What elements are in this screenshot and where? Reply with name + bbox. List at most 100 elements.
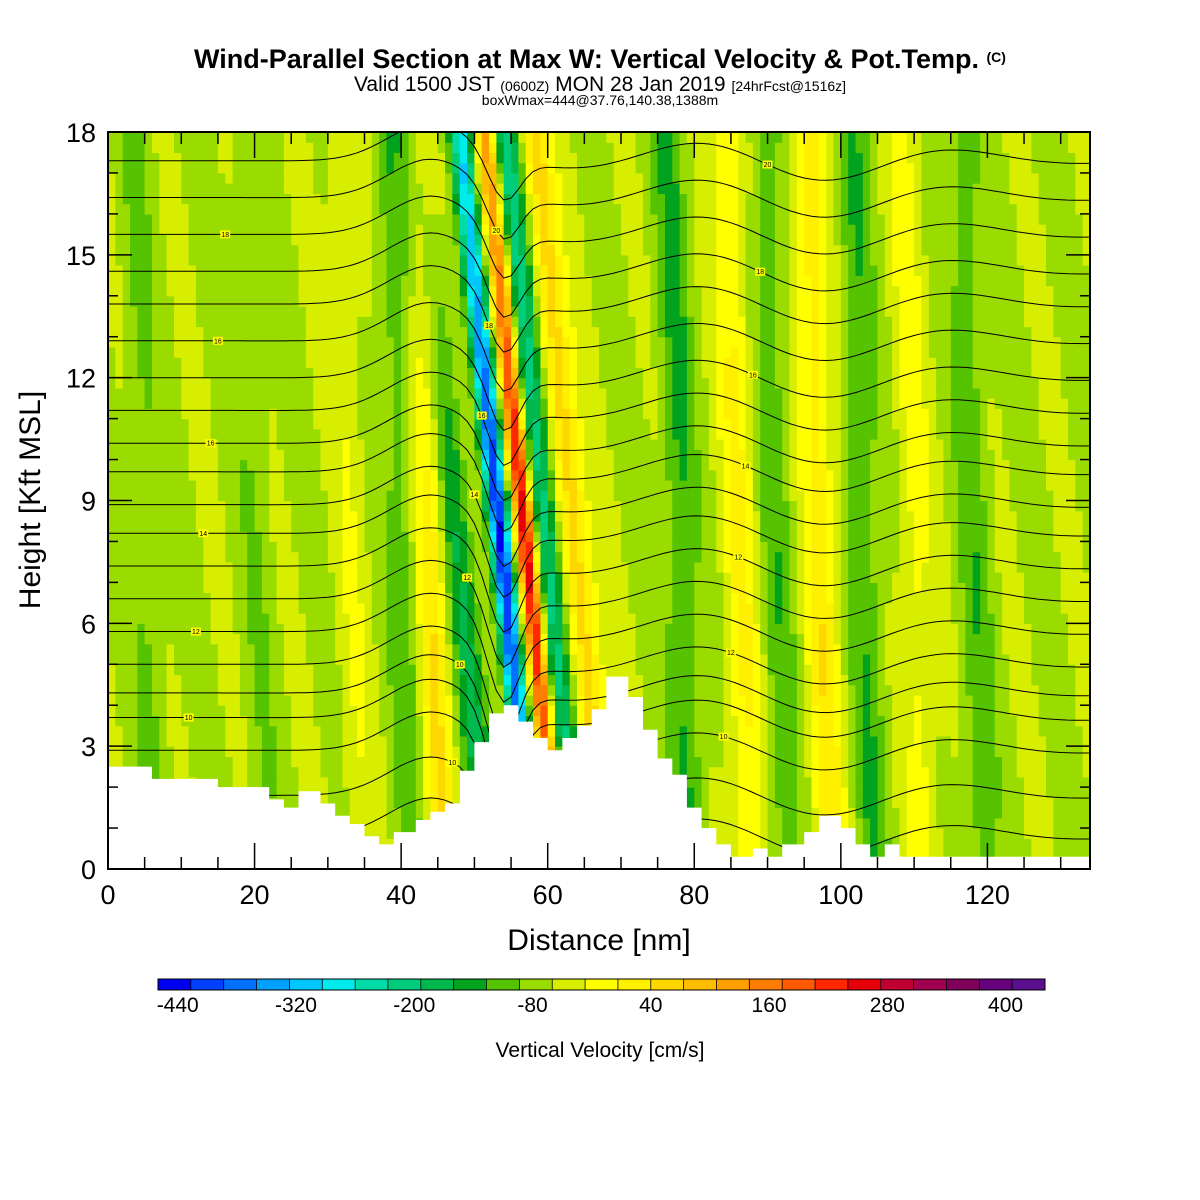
w-cell [943, 735, 952, 747]
w-cell [489, 623, 497, 635]
w-cell [774, 797, 783, 809]
w-cell [122, 500, 131, 512]
w-cell [181, 725, 190, 737]
w-cell [269, 592, 278, 604]
w-cell [811, 551, 820, 563]
w-cell [108, 531, 116, 542]
w-cell [137, 746, 146, 757]
w-cell [261, 592, 270, 604]
w-cell [745, 735, 754, 747]
w-cell [423, 746, 431, 757]
w-cell [716, 684, 725, 696]
w-cell [342, 613, 351, 624]
w-cell [643, 654, 651, 665]
w-cell [386, 602, 395, 614]
w-cell [320, 551, 329, 563]
w-cell [621, 623, 629, 635]
w-cell [269, 766, 278, 778]
w-cell [313, 735, 322, 747]
w-cell [269, 531, 278, 542]
w-cell [276, 725, 285, 737]
w-cell [591, 500, 600, 512]
w-cell [320, 602, 329, 614]
w-cell [437, 572, 446, 583]
w-cell [760, 592, 769, 604]
w-cell [254, 756, 263, 768]
w-cell [1068, 490, 1076, 502]
w-cell [232, 674, 241, 686]
w-cell [694, 776, 703, 788]
w-cell [818, 551, 827, 563]
w-cell [914, 848, 922, 860]
w-cell [437, 756, 446, 768]
w-cell [239, 735, 248, 747]
w-cell [174, 510, 182, 522]
w-cell [643, 500, 651, 512]
w-cell [518, 654, 527, 665]
w-cell [210, 572, 219, 583]
w-cell [379, 664, 387, 676]
w-cell [833, 766, 842, 778]
w-cell [840, 664, 849, 676]
w-cell [1082, 613, 1090, 624]
w-cell [884, 828, 893, 839]
w-cell [203, 561, 212, 573]
w-cell [643, 643, 651, 655]
w-cell [320, 654, 329, 665]
w-cell [870, 541, 878, 553]
w-cell [804, 582, 813, 594]
w-cell [408, 797, 417, 809]
w-cell [730, 531, 739, 542]
w-cell [144, 725, 153, 737]
w-cell [1002, 766, 1010, 778]
w-cell [789, 582, 798, 594]
w-cell [115, 715, 124, 727]
w-cell [826, 776, 835, 788]
w-cell [1082, 746, 1090, 757]
w-cell [1024, 684, 1032, 696]
w-cell [818, 776, 827, 788]
w-cell [1082, 735, 1090, 747]
w-cell [225, 623, 234, 635]
w-cell [730, 776, 739, 788]
w-cell [936, 807, 944, 819]
w-cell [195, 541, 204, 553]
w-cell [804, 531, 813, 542]
w-cell [547, 654, 556, 665]
w-cell [518, 582, 527, 594]
w-cell [613, 490, 622, 502]
w-cell [239, 654, 248, 665]
w-cell [1053, 828, 1062, 839]
w-cell [848, 521, 857, 532]
w-cell [730, 654, 739, 665]
w-cell [774, 561, 783, 573]
w-cell [298, 715, 307, 727]
w-cell [144, 541, 153, 553]
w-cell [503, 490, 512, 502]
w-cell [269, 654, 278, 665]
w-cell [379, 684, 387, 696]
w-cell [796, 623, 805, 635]
w-cell [511, 633, 519, 645]
w-cell [730, 602, 739, 614]
w-cell [870, 828, 878, 839]
w-cell [928, 633, 937, 645]
w-cell [415, 510, 424, 522]
w-cell [855, 797, 864, 809]
w-cell [613, 572, 622, 583]
w-cell [833, 561, 842, 573]
w-cell [943, 500, 952, 512]
w-cell [892, 500, 900, 512]
w-cell [804, 561, 813, 573]
w-cell [174, 746, 182, 757]
w-cell [481, 510, 490, 522]
w-cell [1031, 746, 1040, 757]
w-cell [225, 735, 234, 747]
w-cell [752, 787, 761, 798]
w-cell [1031, 695, 1040, 706]
w-cell [716, 582, 725, 594]
w-cell [767, 828, 776, 839]
w-cell [247, 582, 256, 594]
w-cell [437, 551, 446, 563]
w-cell [481, 541, 490, 553]
